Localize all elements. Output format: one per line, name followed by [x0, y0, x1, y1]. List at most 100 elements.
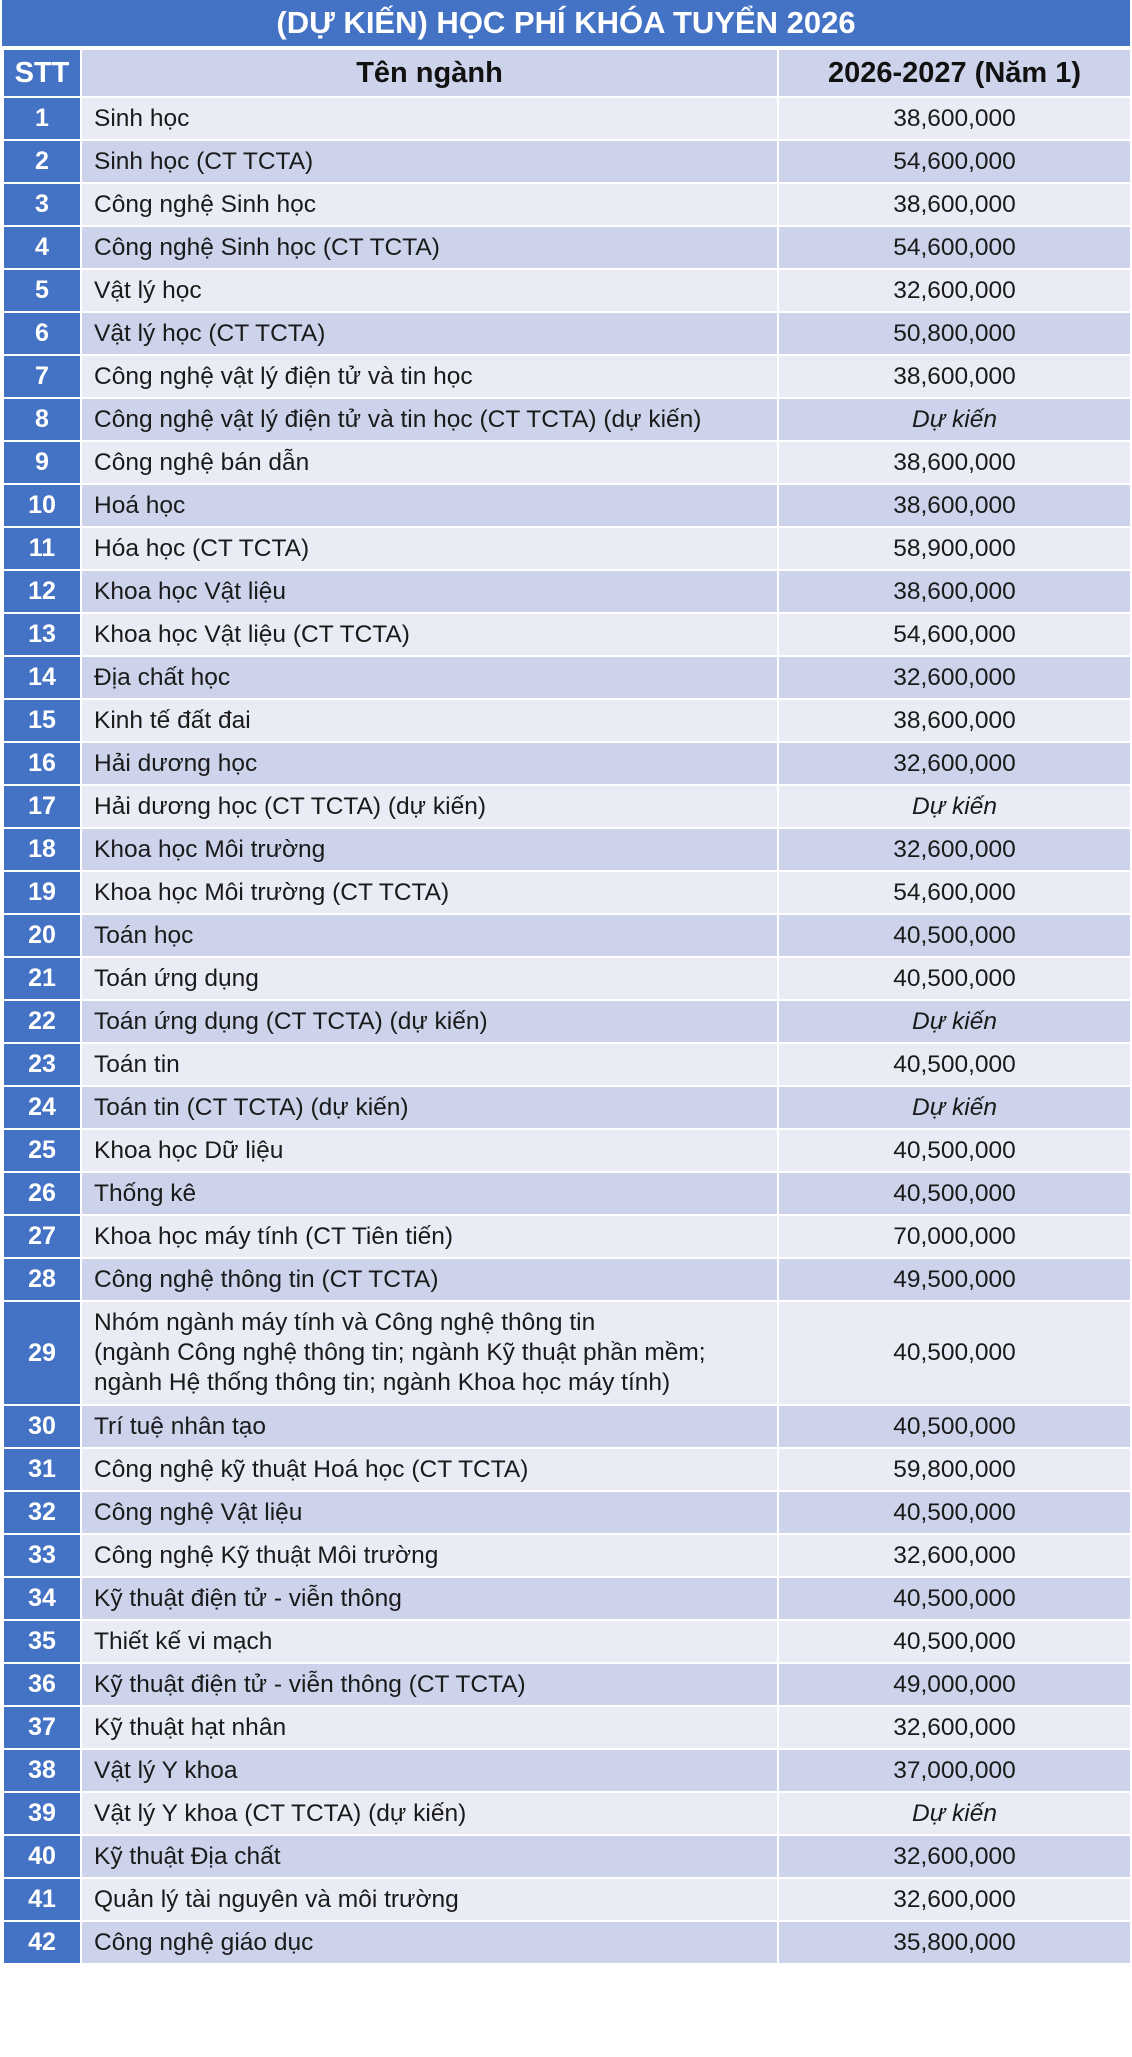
row-fee: 32,600,000	[777, 741, 1132, 786]
row-name: Kỹ thuật điện tử - viễn thông (CT TCTA)	[80, 1662, 779, 1707]
table-row: 20 Toán học 40,500,000	[2, 913, 1132, 958]
table-row: 23 Toán tin 40,500,000	[2, 1042, 1132, 1087]
row-stt: 33	[2, 1533, 82, 1578]
row-stt: 7	[2, 354, 82, 399]
table-row: 9 Công nghệ bán dẫn 38,600,000	[2, 440, 1132, 485]
row-fee: 38,600,000	[777, 354, 1132, 399]
tuition-table-container: (DỰ KIẾN) HỌC PHÍ KHÓA TUYỂN 2026 STT Tê…	[2, 0, 1132, 1965]
row-name: Công nghệ kỹ thuật Hoá học (CT TCTA)	[80, 1447, 779, 1492]
row-fee: 32,600,000	[777, 268, 1132, 313]
row-fee: Dự kiến	[777, 999, 1132, 1044]
table-row: 22 Toán ứng dụng (CT TCTA) (dự kiến) Dự ki…	[2, 999, 1132, 1044]
row-stt: 19	[2, 870, 82, 915]
row-fee: 54,600,000	[777, 225, 1132, 270]
row-stt: 30	[2, 1404, 82, 1449]
table-row: 32 Công nghệ Vật liệu 40,500,000	[2, 1490, 1132, 1535]
row-fee: 70,000,000	[777, 1214, 1132, 1259]
row-fee: 54,600,000	[777, 870, 1132, 915]
row-stt: 17	[2, 784, 82, 829]
row-fee: Dự kiến	[777, 784, 1132, 829]
row-fee: 38,600,000	[777, 440, 1132, 485]
row-fee: 40,500,000	[777, 1619, 1132, 1664]
row-stt: 20	[2, 913, 82, 958]
row-fee: 38,600,000	[777, 569, 1132, 614]
row-name: Khoa học Vật liệu	[80, 569, 779, 614]
table-row: 19 Khoa học Môi trường (CT TCTA) 54,600,00…	[2, 870, 1132, 915]
row-fee: Dự kiến	[777, 1791, 1132, 1836]
row-name: Công nghệ Sinh học	[80, 182, 779, 227]
row-fee: 40,500,000	[777, 1128, 1132, 1173]
row-name: Vật lý học (CT TCTA)	[80, 311, 779, 356]
row-stt: 5	[2, 268, 82, 313]
row-stt: 40	[2, 1834, 82, 1879]
row-stt: 4	[2, 225, 82, 270]
row-stt: 41	[2, 1877, 82, 1922]
table-row: 15 Kinh tế đất đai 38,600,000	[2, 698, 1132, 743]
row-name: Quản lý tài nguyên và môi trường	[80, 1877, 779, 1922]
table-row: 17 Hải dương học (CT TCTA) (dự kiến) Dự ki…	[2, 784, 1132, 829]
row-name: Hoá học	[80, 483, 779, 528]
table-row: 2 Sinh học (CT TCTA) 54,600,000	[2, 139, 1132, 184]
row-stt: 26	[2, 1171, 82, 1216]
row-fee: 32,600,000	[777, 1705, 1132, 1750]
row-fee: Dự kiến	[777, 397, 1132, 442]
row-fee: 38,600,000	[777, 182, 1132, 227]
row-stt: 37	[2, 1705, 82, 1750]
row-name-line: ngành Hệ thống thông tin; ngành Khoa học…	[94, 1369, 671, 1396]
row-stt: 11	[2, 526, 82, 571]
table-row: 24 Toán tin (CT TCTA) (dự kiến) Dự kiến	[2, 1085, 1132, 1130]
table-row: 8 Công nghệ vật lý điện tử và tin học (CT…	[2, 397, 1132, 442]
row-stt: 42	[2, 1920, 82, 1965]
header-name: Tên ngành	[80, 48, 779, 98]
row-fee: 38,600,000	[777, 483, 1132, 528]
table-row: 5 Vật lý học 32,600,000	[2, 268, 1132, 313]
row-stt: 39	[2, 1791, 82, 1836]
row-name: Hóa học (CT TCTA)	[80, 526, 779, 571]
table-row: 39 Vật lý Y khoa (CT TCTA) (dự kiến) Dự ki…	[2, 1791, 1132, 1836]
table-row: 14 Địa chất học 32,600,000	[2, 655, 1132, 700]
header-stt: STT	[2, 48, 82, 98]
row-fee: 32,600,000	[777, 655, 1132, 700]
row-stt: 27	[2, 1214, 82, 1259]
table-row: 37 Kỹ thuật hạt nhân 32,600,000	[2, 1705, 1132, 1750]
row-name: Toán tin (CT TCTA) (dự kiến)	[80, 1085, 779, 1130]
row-fee: 50,800,000	[777, 311, 1132, 356]
row-fee: 38,600,000	[777, 96, 1132, 141]
row-name: Thống kê	[80, 1171, 779, 1216]
row-stt: 9	[2, 440, 82, 485]
row-name: Kỹ thuật hạt nhân	[80, 1705, 779, 1750]
header-row: STT Tên ngành 2026-2027 (Năm 1)	[2, 48, 1132, 98]
row-stt: 14	[2, 655, 82, 700]
table-row: 16 Hải dương học 32,600,000	[2, 741, 1132, 786]
table-row: 34 Kỹ thuật điện tử - viễn thông 40,500,00…	[2, 1576, 1132, 1621]
row-stt: 22	[2, 999, 82, 1044]
tuition-table: STT Tên ngành 2026-2027 (Năm 1) 1 Sinh họ…	[2, 48, 1132, 1965]
table-row: 28 Công nghệ thông tin (CT TCTA) 49,500,00…	[2, 1257, 1132, 1302]
row-fee: 32,600,000	[777, 1834, 1132, 1879]
table-row: 25 Khoa học Dữ liệu 40,500,000	[2, 1128, 1132, 1173]
row-fee: 40,500,000	[777, 1404, 1132, 1449]
row-stt: 25	[2, 1128, 82, 1173]
row-stt: 21	[2, 956, 82, 1001]
row-stt: 28	[2, 1257, 82, 1302]
table-row: 21 Toán ứng dụng 40,500,000	[2, 956, 1132, 1001]
table-body: 1 Sinh học 38,600,000 2 Sinh học (CT TCTA) 54…	[2, 96, 1132, 1965]
row-fee: 58,900,000	[777, 526, 1132, 571]
table-row: 35 Thiết kế vi mạch 40,500,000	[2, 1619, 1132, 1664]
row-name: Kỹ thuật Địa chất	[80, 1834, 779, 1879]
row-stt: 12	[2, 569, 82, 614]
row-fee: 59,800,000	[777, 1447, 1132, 1492]
table-row: 31 Công nghệ kỹ thuật Hoá học (CT TCTA) 59…	[2, 1447, 1132, 1492]
row-name: Công nghệ Vật liệu	[80, 1490, 779, 1535]
row-stt: 6	[2, 311, 82, 356]
row-fee: 54,600,000	[777, 612, 1132, 657]
row-stt: 16	[2, 741, 82, 786]
row-name-line: Nhóm ngành máy tính và Công nghệ thông t…	[94, 1309, 596, 1336]
table-row: 41 Quản lý tài nguyên và môi trường 32,600…	[2, 1877, 1132, 1922]
row-fee: 35,800,000	[777, 1920, 1132, 1965]
row-name: Khoa học Dữ liệu	[80, 1128, 779, 1173]
row-name: Công nghệ vật lý điện tử và tin học	[80, 354, 779, 399]
table-row: 12 Khoa học Vật liệu 38,600,000	[2, 569, 1132, 614]
row-name: Toán tin	[80, 1042, 779, 1087]
table-row: 33 Công nghệ Kỹ thuật Môi trường 32,600,00…	[2, 1533, 1132, 1578]
